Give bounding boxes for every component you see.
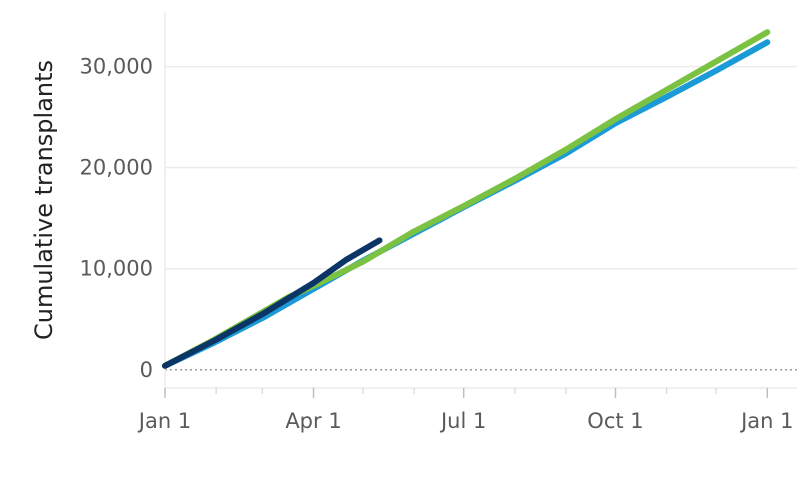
y-tick-label: 0 [140,358,153,382]
tick-labels: 0 10,000 20,000 30,000 Jan 1 Apr 1 Jul 1 Oct 1 J… [80,55,794,433]
x-tick-label: Jan 1 [137,409,191,433]
x-tick-label: Oct 1 [587,409,643,433]
gridlines [165,65,797,371]
series-lines [162,29,771,369]
x-tick-label: Jan 1 [739,409,793,433]
y-tick-label: 20,000 [80,156,153,180]
x-tick-label: Apr 1 [285,409,341,433]
axes [164,12,797,398]
series-line-3 [162,237,383,369]
x-tick-label: Jul 1 [439,409,486,433]
y-tick-label: 30,000 [80,55,153,79]
y-axis-title: Cumulative transplants [30,60,58,340]
y-tick-label: 10,000 [80,257,153,281]
